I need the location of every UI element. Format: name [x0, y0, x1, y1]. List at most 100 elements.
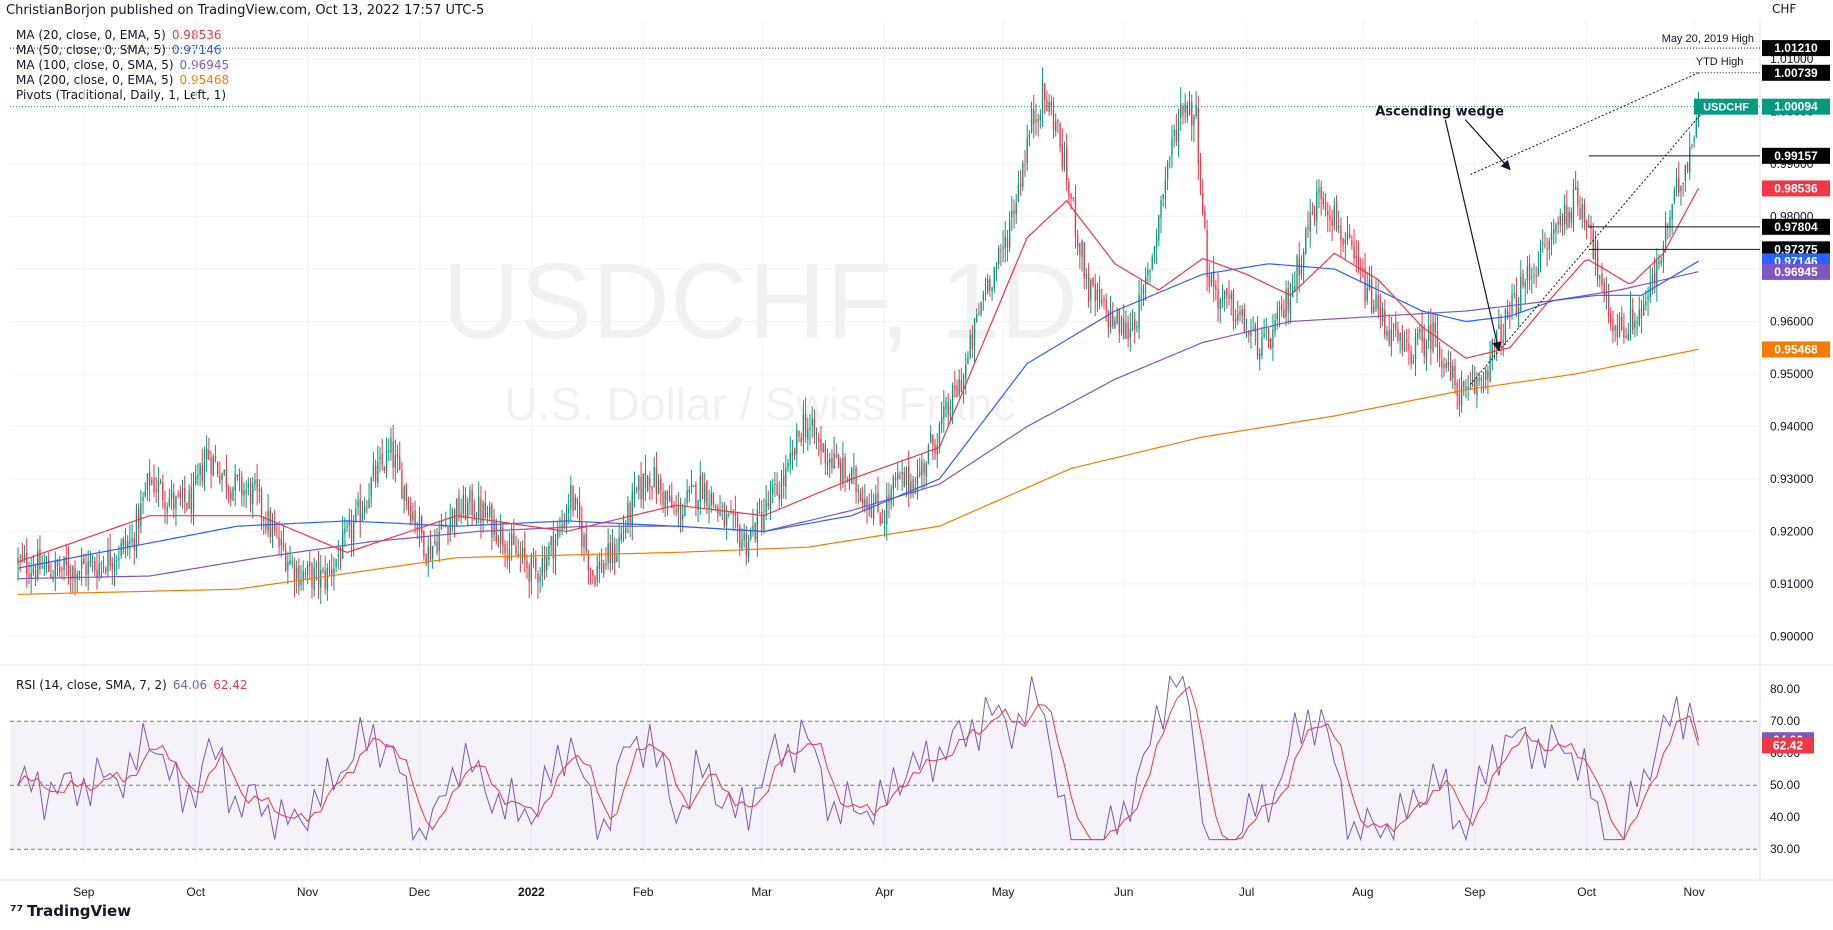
tradingview-logo[interactable]: ⁷⁷ TradingView: [10, 902, 131, 920]
candle-body: [458, 496, 460, 519]
candle-body: [372, 464, 375, 477]
candle-body: [1443, 364, 1445, 369]
price-label-box: [1762, 218, 1830, 235]
candle-body: [1309, 213, 1311, 232]
wedge-arrow-upper: [1464, 119, 1511, 171]
legend-rsi[interactable]: RSI (14, close, SMA, 7, 2) 64.06 62.42: [16, 678, 248, 692]
candle-body: [1134, 319, 1136, 330]
candle-body: [1259, 353, 1261, 360]
candle-body: [453, 509, 456, 525]
candle-body: [26, 552, 28, 575]
candle-body: [39, 549, 41, 570]
candle-body: [111, 563, 114, 569]
candle-body: [1085, 273, 1088, 279]
candle-body: [1199, 162, 1202, 192]
legend-ma200[interactable]: MA (200, close, 0, EMA, 5) 0.95468: [16, 73, 229, 87]
candle-body: [1092, 277, 1094, 286]
candle-body: [508, 548, 511, 560]
price-label-text: 0.98536: [1774, 181, 1818, 195]
candle-body: [1294, 285, 1296, 292]
price-label-box: [1762, 180, 1830, 197]
candle-body: [695, 483, 697, 508]
candle-body: [124, 539, 127, 548]
candle-body: [412, 511, 414, 521]
candle-body: [431, 546, 434, 559]
candle-body: [1316, 191, 1318, 221]
candle-body: [324, 570, 326, 589]
candle-body: [1267, 329, 1270, 342]
time-tick-label: Oct: [186, 885, 205, 899]
candle-body: [1640, 308, 1643, 319]
candle-body: [214, 455, 217, 462]
candle-body: [291, 560, 293, 563]
candle-body: [282, 541, 285, 549]
candle-body: [1090, 280, 1092, 300]
candle-body: [1175, 129, 1178, 143]
candle-body: [879, 514, 881, 524]
wedge-arrow-lower: [1444, 119, 1502, 352]
candle-body: [1689, 147, 1691, 172]
candle-body: [563, 522, 565, 527]
candle-body: [197, 474, 199, 478]
candle-body: [392, 441, 394, 468]
candle-body: [1221, 297, 1224, 302]
publisher-header: ChristianBorjon published on TradingView…: [6, 3, 485, 18]
candle-body: [337, 555, 339, 557]
candle-body: [1474, 378, 1476, 394]
candle-body: [1463, 380, 1465, 388]
candle-body: [1118, 309, 1121, 334]
legend-ma20[interactable]: MA (20, close, 0, EMA, 5) 0.98536: [16, 28, 221, 42]
candle-body: [56, 559, 59, 568]
candle-body: [203, 462, 206, 484]
legend-ma50[interactable]: MA (50, close, 0, SMA, 5) 0.97146: [16, 43, 222, 57]
candle-body: [1305, 229, 1307, 254]
legend-ma100[interactable]: MA (100, close, 0, SMA, 5) 0.96945: [16, 58, 229, 72]
candle-body: [1125, 322, 1127, 339]
candle-body: [519, 553, 522, 557]
candle-body: [363, 507, 366, 513]
candle-body: [403, 486, 405, 501]
candle-body: [1283, 309, 1285, 318]
candle-body: [565, 513, 568, 525]
legend-pivots[interactable]: Pivots (Traditional, Daily, 1, Left, 1): [16, 88, 226, 102]
candle-body: [1230, 293, 1232, 300]
candle-body: [361, 513, 364, 521]
rsi-ma-line: [17, 686, 1699, 841]
candle-body: [846, 478, 848, 481]
candle-body: [688, 489, 691, 493]
candle-body: [587, 553, 590, 571]
time-tick-label: Apr: [875, 885, 894, 899]
candle-body: [945, 400, 947, 409]
candle-body: [949, 412, 952, 417]
candle-body: [811, 418, 813, 426]
candle-body: [276, 533, 278, 535]
candle-body: [1651, 274, 1654, 282]
candle-body: [758, 512, 761, 514]
candle-body: [1614, 325, 1616, 331]
ascending-wedge-label: Ascending wedge: [1375, 105, 1504, 120]
candle-body: [620, 533, 622, 541]
candle-body: [609, 541, 612, 564]
price-label-text: 1.01210: [1774, 41, 1818, 55]
candle-body: [1491, 339, 1493, 358]
candle-body: [311, 563, 313, 588]
candle-body: [1094, 284, 1096, 302]
candle-body: [1188, 100, 1191, 116]
candle-body: [1441, 360, 1443, 367]
candle-body: [886, 496, 888, 525]
candle-body: [1370, 278, 1373, 313]
candle-body: [1401, 333, 1404, 351]
price-label-text: 1.00739: [1774, 66, 1818, 80]
candle-body: [1217, 288, 1219, 308]
candle-body: [484, 502, 486, 519]
candle-body: [21, 555, 24, 558]
candle-body: [1568, 211, 1570, 228]
symbol-tag-text: USDCHF: [1703, 102, 1749, 114]
candle-body: [43, 565, 46, 570]
candle-body: [787, 463, 789, 469]
candle-body: [1270, 338, 1272, 349]
candle-body: [1107, 310, 1110, 328]
candle-body: [1539, 245, 1542, 267]
candle-body: [973, 318, 976, 347]
